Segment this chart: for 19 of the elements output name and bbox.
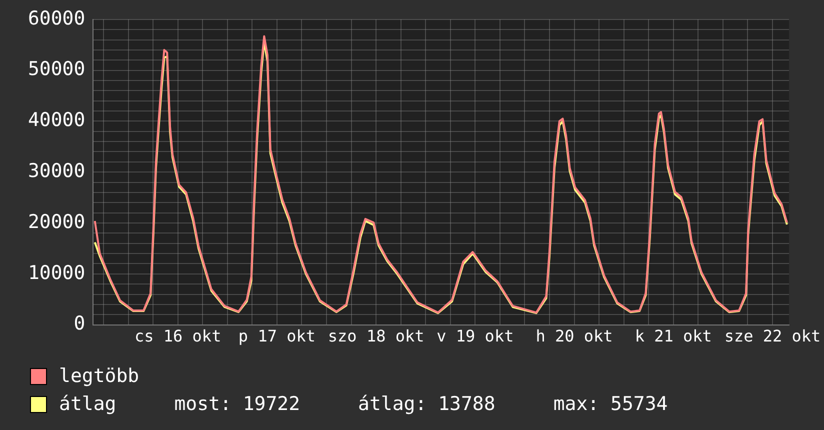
y-tick-label: 50000	[28, 58, 86, 80]
y-tick-label: 40000	[28, 109, 86, 132]
x-tick-label: sze 22 okt	[724, 326, 821, 346]
text: max: 55734	[553, 393, 668, 415]
y-tick-label: 60000	[28, 7, 86, 30]
legend-label: átlag	[59, 393, 116, 415]
x-tick-label: cs 16 okt	[134, 326, 222, 346]
x-tick-label: v 19 okt	[436, 326, 514, 346]
x-tick-label: p 17 okt	[238, 326, 316, 346]
y-tick-label: 20000	[28, 210, 86, 233]
text: átlag: 13788	[358, 393, 496, 415]
x-tick-label: k 21 okt	[634, 326, 712, 346]
x-tick-label: szo 18 okt	[328, 326, 424, 346]
y-tick-label: 0	[74, 312, 86, 335]
y-tick-label: 10000	[28, 262, 86, 284]
y-tick-label: 30000	[28, 160, 86, 182]
text: most: 19722	[174, 393, 300, 415]
x-tick-label: h 20 okt	[536, 326, 613, 346]
legend-label: legtöbb	[59, 365, 140, 387]
